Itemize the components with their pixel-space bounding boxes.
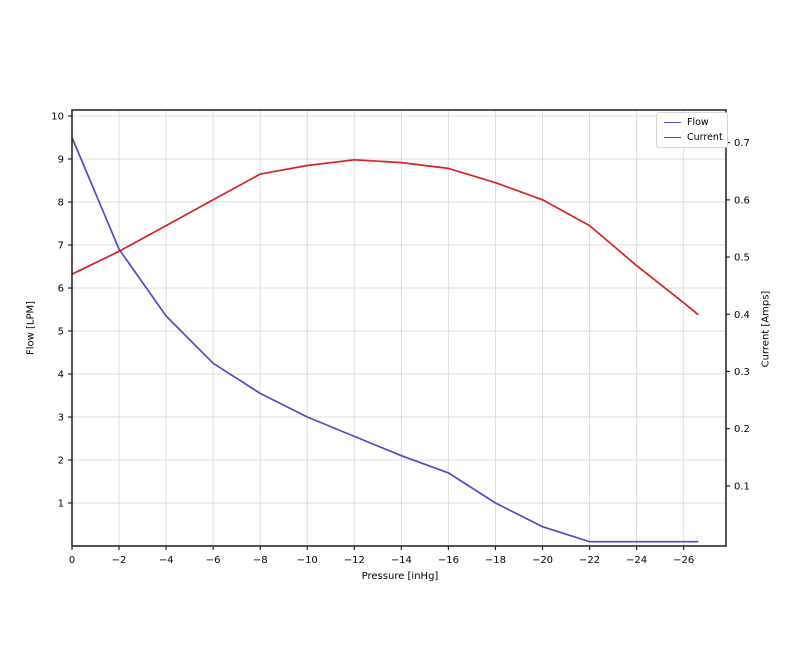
svg-text:1: 1 [58, 499, 64, 510]
svg-text:7: 7 [58, 241, 64, 252]
axis-ticks [68, 115, 730, 550]
svg-text:−24: −24 [626, 555, 647, 566]
svg-text:3: 3 [58, 413, 64, 424]
svg-text:9: 9 [58, 155, 64, 166]
svg-text:−2: −2 [112, 555, 127, 566]
svg-text:0.3: 0.3 [734, 367, 750, 378]
axes-spines [71, 109, 727, 547]
legend-label-flow: Flow [687, 117, 709, 128]
legend-item-current: Current [664, 131, 723, 143]
svg-text:0.5: 0.5 [734, 253, 750, 264]
svg-text:0: 0 [69, 555, 75, 566]
svg-text:−10: −10 [297, 555, 318, 566]
series-current-line [71, 158, 699, 316]
legend: Flow Current [656, 112, 728, 148]
svg-text:0.6: 0.6 [734, 195, 750, 206]
axis-tick-labels: 0 −2 −4 −6 −8 −10 −12 −14 −16 −18 −20 −22 −24 −26 1 2 3 4… [51, 112, 750, 566]
svg-text:−12: −12 [344, 555, 365, 566]
x-axis-title: Pressure [inHg] [361, 571, 439, 582]
svg-text:0.7: 0.7 [734, 138, 750, 149]
svg-text:−4: −4 [159, 555, 174, 566]
svg-text:−6: −6 [206, 555, 221, 566]
svg-text:0.4: 0.4 [734, 310, 750, 321]
legend-item-flow: Flow [664, 118, 721, 128]
svg-text:4: 4 [58, 370, 64, 381]
svg-text:6: 6 [58, 284, 64, 295]
svg-text:−16: −16 [438, 555, 459, 566]
current-line-swatch [664, 136, 681, 138]
svg-text:0.2: 0.2 [734, 424, 750, 435]
svg-text:−26: −26 [673, 555, 694, 566]
svg-text:0.1: 0.1 [734, 481, 750, 492]
svg-text:8: 8 [58, 198, 64, 209]
svg-text:−20: −20 [532, 555, 553, 566]
legend-label-current: Current [687, 131, 723, 143]
svg-text:−8: −8 [253, 555, 268, 566]
flow-line-swatch [664, 122, 681, 124]
svg-text:10: 10 [51, 112, 64, 123]
svg-text:5: 5 [58, 327, 64, 338]
svg-text:−14: −14 [391, 555, 412, 566]
svg-text:−22: −22 [579, 555, 600, 566]
svg-text:2: 2 [58, 456, 64, 467]
left-y-axis-title: Flow [LPM] [25, 300, 37, 356]
series-flow-line [71, 136, 699, 543]
gridlines [71, 110, 726, 546]
right-y-axis-title: Current [Amps] [760, 290, 772, 368]
svg-text:−18: −18 [485, 555, 506, 566]
